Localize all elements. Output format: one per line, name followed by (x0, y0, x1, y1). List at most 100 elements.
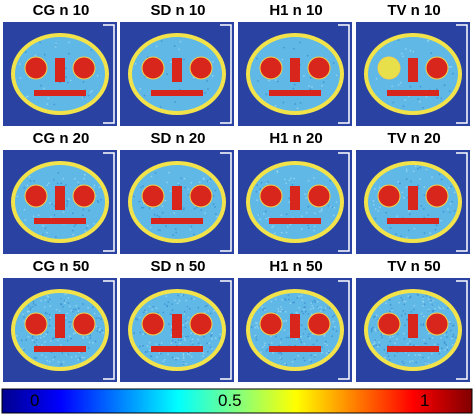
noise-speckle (271, 226, 273, 229)
noise-speckle (332, 328, 334, 330)
noise-speckle (173, 45, 176, 47)
noise-speckle (419, 178, 422, 180)
noise-speckle (66, 199, 68, 202)
noise-speckle (383, 348, 386, 351)
noise-speckle (401, 299, 404, 302)
left-eye (377, 184, 401, 208)
noise-speckle (373, 345, 375, 348)
noise-speckle (158, 343, 161, 346)
noise-speckle (44, 227, 47, 230)
noise-speckle (183, 207, 185, 210)
noise-speckle (209, 346, 212, 349)
noise-speckle (300, 294, 303, 297)
noise-speckle (273, 232, 276, 235)
noise-speckle (407, 229, 410, 232)
noise-speckle (174, 101, 177, 103)
noise-speckle (256, 199, 259, 201)
noise-speckle (370, 330, 373, 333)
noise-speckle (46, 184, 49, 187)
noise-speckle (75, 305, 78, 307)
mouth (269, 346, 321, 352)
noise-speckle (279, 351, 282, 354)
noise-speckle (332, 62, 335, 64)
noise-speckle (392, 335, 394, 338)
noise-speckle (441, 347, 443, 350)
noise-speckle (308, 85, 310, 87)
panel-title: SD n 20 (150, 130, 206, 147)
noise-speckle (204, 305, 207, 308)
noise-speckle (324, 342, 326, 345)
noise-speckle (433, 343, 436, 346)
noise-speckle (452, 333, 455, 336)
noise-speckle (40, 84, 42, 87)
noise-speckle (170, 342, 173, 345)
noise-speckle (49, 317, 52, 319)
noise-speckle (193, 233, 196, 236)
noise-speckle (370, 328, 373, 330)
noise-speckle (300, 335, 302, 338)
noise-speckle (388, 358, 391, 361)
noise-speckle (79, 359, 82, 361)
noise-speckle (300, 228, 303, 230)
noise-speckle (296, 312, 299, 315)
noise-speckle (44, 312, 47, 314)
noise-speckle (387, 355, 390, 357)
noise-speckle (46, 103, 49, 106)
noise-speckle (284, 362, 286, 365)
noise-speckle (95, 325, 98, 328)
reconstruction-image (238, 278, 352, 382)
noise-speckle (35, 357, 38, 359)
noise-speckle (274, 298, 277, 301)
noise-speckle (316, 339, 318, 342)
noise-speckle (41, 344, 43, 346)
reconstruction-image (120, 22, 234, 126)
noise-speckle (65, 353, 68, 356)
noise-speckle (389, 336, 392, 339)
noise-speckle (16, 195, 19, 198)
noise-speckle (279, 341, 282, 344)
noise-speckle (416, 293, 419, 296)
noise-speckle (283, 320, 285, 323)
colorbar-gradient (1, 388, 473, 414)
noise-speckle (280, 338, 283, 340)
noise-speckle (256, 322, 259, 325)
panel-title: CG n 10 (32, 2, 90, 19)
noise-speckle (52, 179, 55, 181)
noise-speckle (400, 52, 403, 55)
nose (172, 186, 182, 210)
noise-speckle (305, 211, 308, 214)
noise-speckle (373, 316, 375, 319)
left-eye (141, 184, 165, 208)
noise-speckle (303, 302, 306, 304)
noise-speckle (374, 217, 377, 220)
noise-speckle (431, 352, 433, 355)
noise-speckle (140, 186, 142, 189)
noise-speckle (410, 180, 412, 183)
noise-speckle (91, 306, 94, 309)
right-eye (72, 184, 96, 208)
noise-speckle (182, 354, 185, 356)
noise-speckle (373, 188, 376, 190)
noise-speckle (66, 203, 69, 205)
noise-speckle (39, 336, 42, 339)
noise-speckle (68, 305, 71, 308)
right-eye (425, 56, 449, 80)
noise-speckle (415, 361, 418, 364)
noise-speckle (407, 210, 410, 213)
noise-speckle (29, 308, 32, 311)
noise-speckle (24, 219, 27, 221)
noise-speckle (417, 167, 419, 170)
noise-speckle (45, 356, 47, 358)
noise-speckle (48, 313, 51, 316)
noise-speckle (404, 300, 407, 303)
frame-mark (338, 280, 350, 380)
noise-speckle (310, 302, 312, 304)
noise-speckle (27, 95, 29, 98)
noise-speckle (190, 297, 193, 300)
noise-speckle (300, 324, 303, 326)
noise-speckle (165, 295, 168, 298)
noise-speckle (209, 312, 212, 315)
noise-speckle (414, 354, 417, 356)
noise-speckle (75, 355, 77, 358)
noise-speckle (267, 181, 269, 183)
